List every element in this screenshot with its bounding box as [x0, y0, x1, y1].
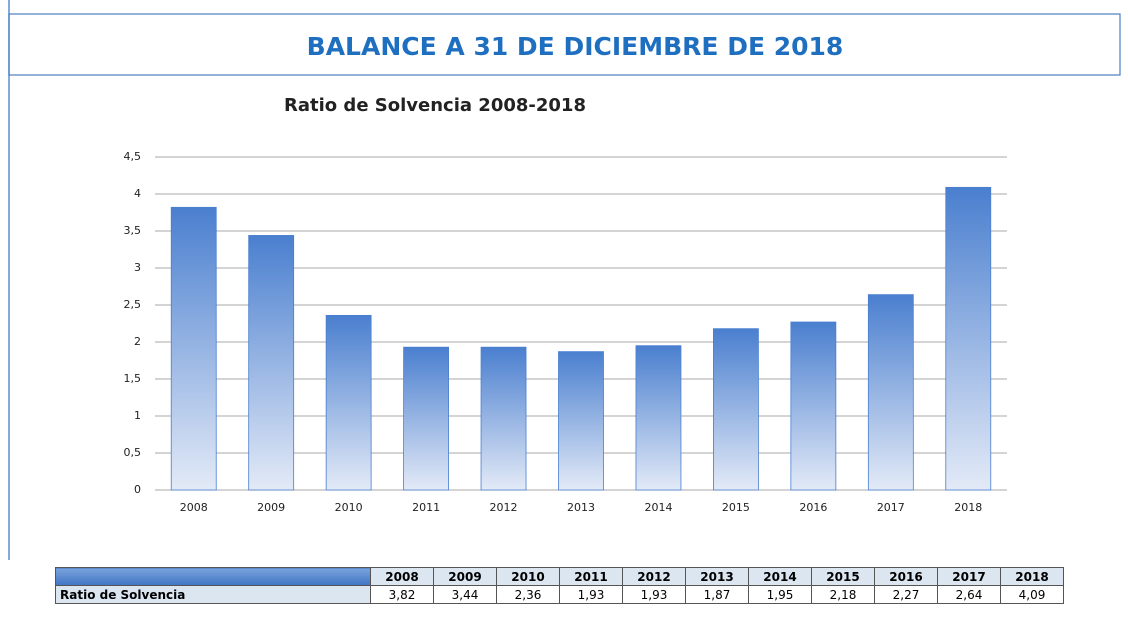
bar: [170, 206, 217, 491]
y-tick-label: 0: [134, 483, 141, 496]
x-tick-label: 2014: [644, 501, 672, 514]
table-header: 2016: [874, 567, 938, 586]
chart-title: Ratio de Solvencia 2008-2018: [284, 95, 586, 116]
bar: [480, 346, 527, 491]
x-tick-label: 2017: [877, 501, 905, 514]
page-title: BALANCE A 31 DE DICIEMBRE DE 2018: [307, 32, 844, 61]
bar: [867, 294, 914, 491]
table-value: 2,18: [811, 585, 875, 604]
table-value: 1,95: [748, 585, 812, 604]
table-value: 2,36: [496, 585, 560, 604]
bar: [248, 235, 295, 491]
y-tick-label: 2: [134, 335, 141, 348]
table-value: 1,93: [622, 585, 686, 604]
table-header: 2011: [559, 567, 623, 586]
table-row-label: Ratio de Solvencia: [55, 585, 371, 604]
table-value: 1,87: [685, 585, 749, 604]
data-table: 2008 2009 2010 2011 2012 2013 2014 2015 2016 2017…: [55, 567, 1064, 604]
bar: [325, 314, 372, 491]
x-tick-label: 2013: [567, 501, 595, 514]
bar: [635, 345, 682, 491]
y-tick-label: 4,5: [124, 150, 142, 163]
bar: [558, 351, 604, 491]
bar: [945, 186, 992, 491]
bar: [403, 346, 449, 491]
table-header: 2013: [685, 567, 749, 586]
table-header: 2012: [622, 567, 686, 586]
x-tick-label: 2018: [954, 501, 982, 514]
y-tick-label: 1: [134, 409, 141, 422]
bar: [790, 321, 837, 491]
table-header: 2009: [433, 567, 497, 586]
table-value: 2,27: [874, 585, 938, 604]
x-tick-label: 2015: [722, 501, 750, 514]
y-tick-label: 1,5: [124, 372, 142, 385]
table-value: 3,44: [433, 585, 497, 604]
x-tick-label: 2016: [799, 501, 827, 514]
x-tick-label: 2012: [490, 501, 518, 514]
header-box: [8, 13, 1121, 76]
table-header: 2018: [1000, 567, 1064, 586]
table-value: 2,64: [937, 585, 1001, 604]
y-tick-label: 3,5: [124, 224, 142, 237]
table-header: 2017: [937, 567, 1001, 586]
x-tick-label: 2010: [335, 501, 363, 514]
table-header: 2010: [496, 567, 560, 586]
table-value: 4,09: [1000, 585, 1064, 604]
table-value: 3,82: [370, 585, 434, 604]
table-header: 2014: [748, 567, 812, 586]
table-header: 2008: [370, 567, 434, 586]
table-header: 2015: [811, 567, 875, 586]
y-tick-label: 4: [134, 187, 141, 200]
chart: BALANCE A 31 DE DICIEMBRE DE 2018 Ratio …: [8, 0, 1121, 560]
table-value: 1,93: [559, 585, 623, 604]
y-tick-label: 3: [134, 261, 141, 274]
y-tick-label: 2,5: [124, 298, 142, 311]
x-tick-label: 2008: [180, 501, 208, 514]
bar: [713, 328, 759, 491]
table-corner: [55, 567, 371, 586]
x-tick-label: 2009: [257, 501, 285, 514]
x-tick-label: 2011: [412, 501, 440, 514]
y-tick-label: 0,5: [124, 446, 142, 459]
